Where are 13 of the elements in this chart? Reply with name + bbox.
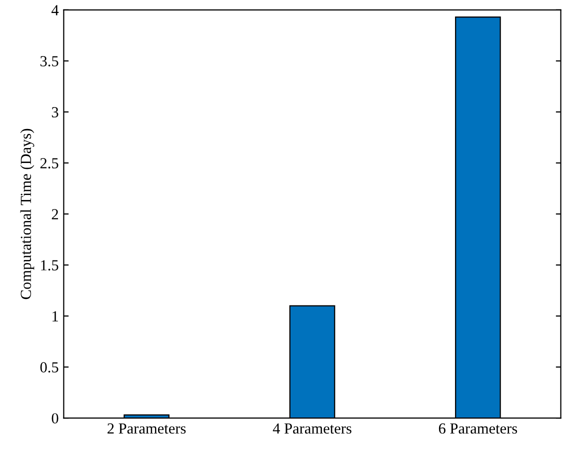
y-tick-label: 2.5 xyxy=(40,158,58,168)
x-tick-label: 2 Parameters xyxy=(108,423,186,434)
y-tick-label: 3 xyxy=(52,107,58,118)
y-tick-label: 0 xyxy=(52,413,58,424)
y-tick-label: 1.5 xyxy=(41,260,58,271)
x-tick-label: 6 Parameters xyxy=(438,423,518,434)
y-tick-label: 3.5 xyxy=(40,56,58,66)
y-tick-label: 2 xyxy=(52,209,58,220)
y-axis-title: Computational Time (Days) xyxy=(20,128,34,300)
y-tick-label: 1 xyxy=(52,311,58,322)
y-tick-label: 4 xyxy=(52,5,59,16)
y-tick-label: 0.5 xyxy=(40,362,58,373)
x-tick-label: 4 Parameters xyxy=(272,423,352,434)
